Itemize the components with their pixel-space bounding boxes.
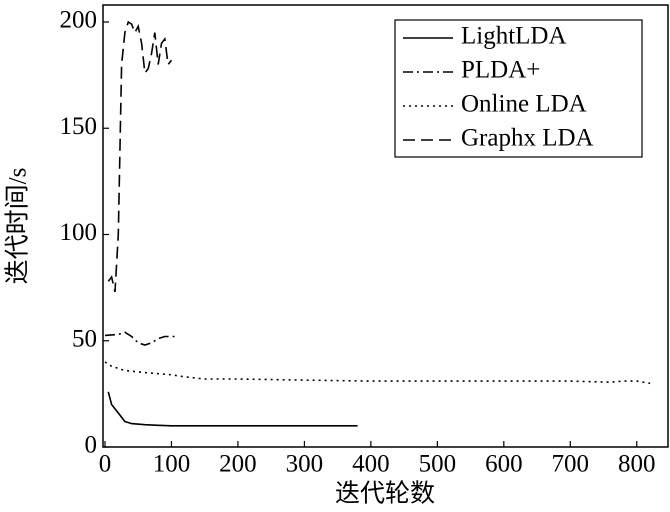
x-tick-label: 200 [219,451,257,478]
x-axis-label: 迭代轮数 [335,480,435,508]
series-line [104,361,651,385]
series-line [104,331,179,346]
x-tick-label: 100 [153,451,191,478]
legend-label: PLDA+ [461,57,540,84]
y-tick-label: 200 [60,7,98,34]
x-tick-label: 500 [419,451,457,478]
y-tick-label: 50 [72,325,97,352]
x-tick-label: 400 [352,451,390,478]
y-tick-label: 0 [85,432,98,459]
legend-box [394,19,643,158]
x-tick-label: 800 [618,451,656,478]
x-tick-label: 700 [552,451,590,478]
series-line [107,20,173,293]
plot-frame [102,4,669,448]
y-tick-label: 100 [60,219,98,246]
x-tick-label: 0 [99,451,112,478]
legend-label: LightLDA [461,23,567,50]
series-line [107,391,358,427]
y-tick-label: 150 [60,113,98,140]
legend-label: Graphx LDA [461,125,594,152]
x-tick-label: 300 [286,451,324,478]
x-tick-label: 600 [485,451,523,478]
legend-label: Online LDA [461,91,587,118]
y-axis-label: 迭代时间/s [4,168,32,285]
